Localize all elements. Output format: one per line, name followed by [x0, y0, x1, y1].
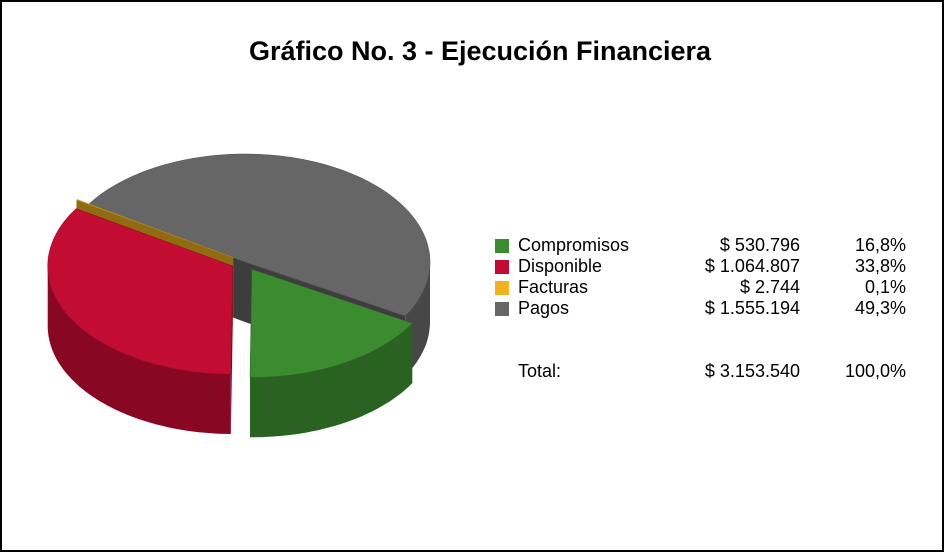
- legend-value: $ 530.796: [720, 235, 800, 255]
- legend-value: $ 1.064.807: [705, 256, 800, 276]
- legend-label: Facturas: [518, 277, 588, 297]
- chart-title: Gráfico No. 3 - Ejecución Financiera: [249, 36, 712, 66]
- legend-swatch: [495, 260, 509, 274]
- legend-percentage: 16,8%: [855, 235, 906, 255]
- legend-value: $ 1.555.194: [705, 298, 800, 318]
- legend-label: Disponible: [518, 256, 602, 276]
- slice-outer-side: [47, 266, 231, 434]
- slice-top: [47, 208, 233, 375]
- slice-top: [88, 153, 431, 317]
- legend-swatch: [495, 281, 509, 295]
- legend-swatch: [495, 239, 509, 253]
- slice-top: [75, 199, 234, 258]
- legend-percentage: 0,1%: [865, 277, 906, 297]
- total-percentage: 100,0%: [845, 361, 906, 381]
- slice: [249, 268, 413, 438]
- total-value: $ 3.153.540: [705, 361, 800, 381]
- legend-value: $ 2.744: [740, 277, 800, 297]
- legend-percentage: 49,3%: [855, 298, 906, 318]
- legend-swatch: [495, 302, 509, 316]
- slice-top: [249, 268, 413, 378]
- legend-label: Compromisos: [518, 235, 629, 255]
- slice: [47, 208, 233, 434]
- total-label: Total:: [518, 361, 561, 381]
- legend-label: Pagos: [518, 298, 569, 318]
- legend-percentage: 33,8%: [855, 256, 906, 276]
